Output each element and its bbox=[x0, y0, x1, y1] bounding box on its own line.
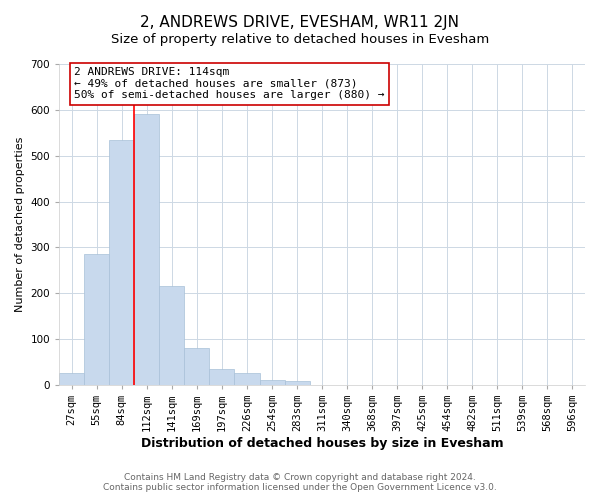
Bar bbox=[109, 140, 134, 385]
Text: 2 ANDREWS DRIVE: 114sqm
← 49% of detached houses are smaller (873)
50% of semi-d: 2 ANDREWS DRIVE: 114sqm ← 49% of detache… bbox=[74, 67, 385, 100]
Bar bbox=[260, 380, 284, 385]
Bar bbox=[59, 374, 84, 385]
Bar bbox=[184, 348, 209, 385]
Bar bbox=[84, 254, 109, 385]
Bar bbox=[284, 381, 310, 385]
Y-axis label: Number of detached properties: Number of detached properties bbox=[15, 137, 25, 312]
Bar bbox=[134, 114, 160, 385]
Bar bbox=[160, 286, 184, 385]
Bar bbox=[235, 374, 260, 385]
Text: Contains HM Land Registry data © Crown copyright and database right 2024.
Contai: Contains HM Land Registry data © Crown c… bbox=[103, 473, 497, 492]
Text: 2, ANDREWS DRIVE, EVESHAM, WR11 2JN: 2, ANDREWS DRIVE, EVESHAM, WR11 2JN bbox=[140, 15, 460, 30]
X-axis label: Distribution of detached houses by size in Evesham: Distribution of detached houses by size … bbox=[141, 437, 503, 450]
Bar bbox=[209, 369, 235, 385]
Text: Size of property relative to detached houses in Evesham: Size of property relative to detached ho… bbox=[111, 32, 489, 46]
